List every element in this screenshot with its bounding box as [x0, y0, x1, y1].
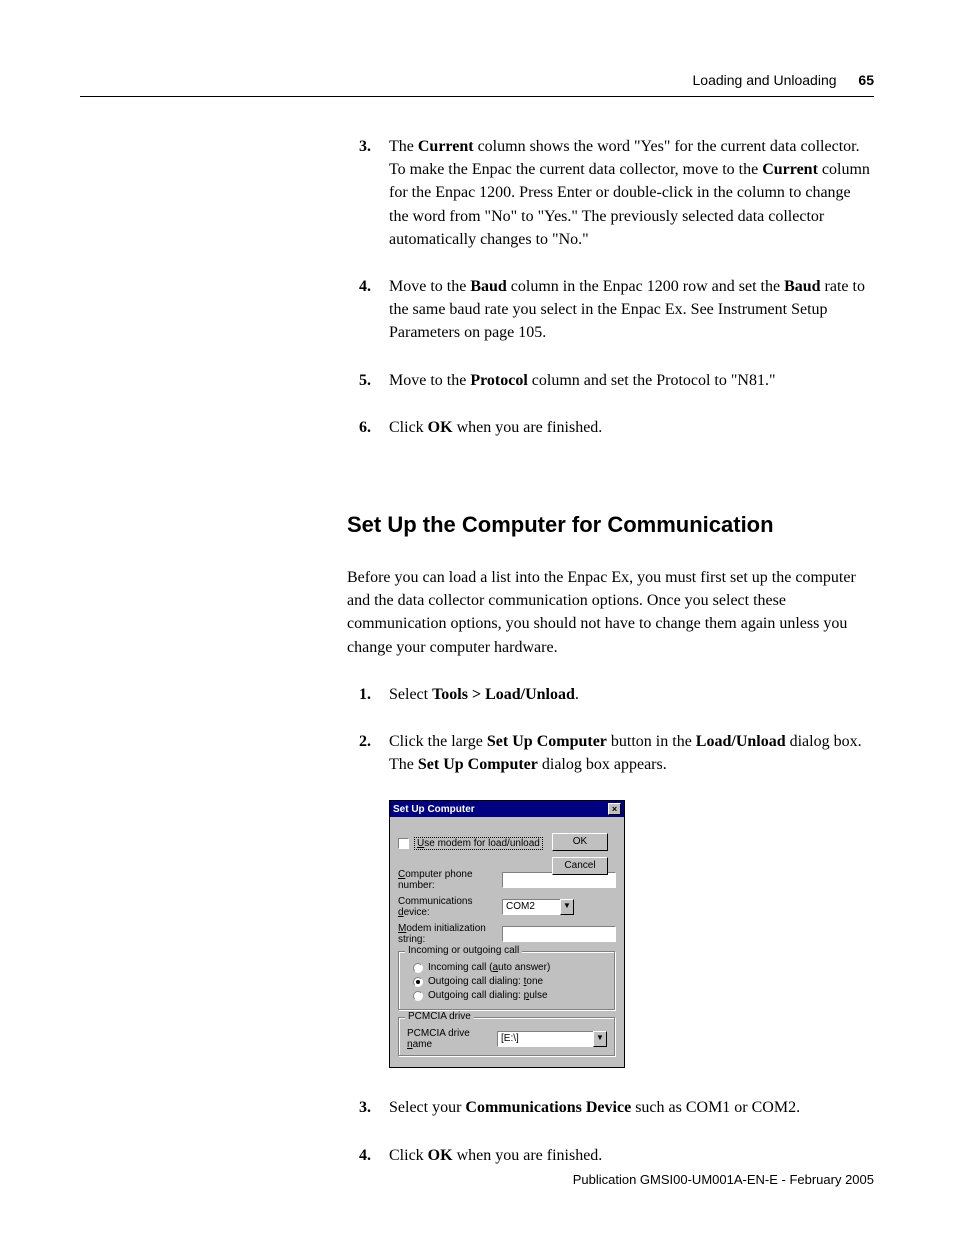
radio-row-tone: Outgoing call dialing: tone	[407, 976, 607, 987]
step-text: Move to the Baud column in the Enpac 120…	[389, 278, 865, 341]
radio-pulse[interactable]	[413, 991, 423, 1001]
radio-row-pulse: Outgoing call dialing: pulse	[407, 990, 607, 1001]
step-number: 6.	[359, 416, 371, 439]
device-value: COM2	[502, 899, 560, 915]
chevron-down-icon[interactable]: ▼	[560, 899, 574, 915]
pcmcia-legend: PCMCIA drive	[405, 1011, 474, 1022]
pcmcia-group: PCMCIA drive PCMCIA drive name [E:\] ▼	[398, 1017, 616, 1057]
ok-button[interactable]: OK	[552, 833, 608, 851]
step-text: Click OK when you are finished.	[389, 1147, 602, 1164]
dialog-title-text: Set Up Computer	[393, 804, 475, 815]
step-item: 5. Move to the Protocol column and set th…	[347, 369, 874, 392]
step-number: 5.	[359, 369, 371, 392]
pcmcia-select[interactable]: [E:\] ▼	[497, 1031, 607, 1047]
step-number: 3.	[359, 1096, 371, 1119]
device-select[interactable]: COM2 ▼	[502, 899, 574, 915]
step-item: 4. Move to the Baud column in the Enpac 1…	[347, 275, 874, 345]
step-text: Select your Communications Device such a…	[389, 1099, 800, 1116]
step-text: Move to the Protocol column and set the …	[389, 372, 776, 389]
step-item: 3. Select your Communications Device such…	[347, 1096, 874, 1119]
steps-list-a: 3. The Current column shows the word "Yes…	[347, 135, 874, 439]
page-footer: Publication GMSI00-UM001A-EN-E - Februar…	[573, 1172, 874, 1187]
radio-incoming-label: Incoming call (auto answer)	[428, 962, 550, 973]
device-row: Communications device: COM2 ▼	[398, 896, 616, 918]
radio-tone[interactable]	[413, 977, 423, 987]
phone-label: Computer phone number:	[398, 869, 502, 891]
step-item: 3. The Current column shows the word "Yes…	[347, 135, 874, 251]
set-up-computer-dialog: Set Up Computer × OK Cancel Use modem fo…	[389, 800, 625, 1068]
step-item: 1. Select Tools > Load/Unload.	[347, 683, 874, 706]
step-text: Click the large Set Up Computer button i…	[389, 733, 862, 773]
radio-tone-label: Outgoing call dialing: tone	[428, 976, 543, 987]
pcmcia-value: [E:\]	[497, 1031, 593, 1047]
pcmcia-label: PCMCIA drive name	[407, 1028, 497, 1050]
dialog-screenshot: Set Up Computer × OK Cancel Use modem fo…	[389, 800, 874, 1068]
step-text: Select Tools > Load/Unload.	[389, 686, 579, 703]
steps-list-c: 3. Select your Communications Device such…	[347, 1096, 874, 1166]
use-modem-checkbox[interactable]	[398, 838, 409, 849]
dialog-titlebar: Set Up Computer ×	[390, 801, 624, 817]
radio-incoming[interactable]	[413, 963, 423, 973]
call-group-legend: Incoming or outgoing call	[405, 945, 522, 956]
step-text: The Current column shows the word "Yes" …	[389, 138, 870, 248]
step-number: 4.	[359, 275, 371, 298]
modem-init-label: Modem initialization string:	[398, 923, 502, 945]
device-label: Communications device:	[398, 896, 502, 918]
chevron-down-icon[interactable]: ▼	[593, 1031, 607, 1047]
intro-paragraph: Before you can load a list into the Enpa…	[347, 566, 874, 659]
use-modem-label: Use modem for load/unload	[414, 837, 543, 850]
cancel-button[interactable]: Cancel	[552, 857, 608, 875]
section-heading: Set Up the Computer for Communication	[347, 512, 874, 538]
call-direction-group: Incoming or outgoing call Incoming call …	[398, 951, 616, 1011]
modem-init-input[interactable]	[502, 926, 616, 942]
step-number: 1.	[359, 683, 371, 706]
radio-pulse-label: Outgoing call dialing: pulse	[428, 990, 548, 1001]
header-page-number: 65	[858, 72, 874, 88]
step-item: 2. Click the large Set Up Computer button…	[347, 730, 874, 776]
step-number: 4.	[359, 1144, 371, 1167]
close-icon[interactable]: ×	[608, 803, 621, 815]
step-number: 2.	[359, 730, 371, 753]
header-section: Loading and Unloading	[693, 72, 837, 88]
step-number: 3.	[359, 135, 371, 158]
steps-list-b: 1. Select Tools > Load/Unload. 2. Click the…	[347, 683, 874, 777]
step-item: 4. Click OK when you are finished.	[347, 1144, 874, 1167]
page-header: Loading and Unloading 65	[80, 72, 874, 97]
step-text: Click OK when you are finished.	[389, 419, 602, 436]
step-item: 6. Click OK when you are finished.	[347, 416, 874, 439]
radio-row-incoming: Incoming call (auto answer)	[407, 962, 607, 973]
modem-init-row: Modem initialization string:	[398, 923, 616, 945]
